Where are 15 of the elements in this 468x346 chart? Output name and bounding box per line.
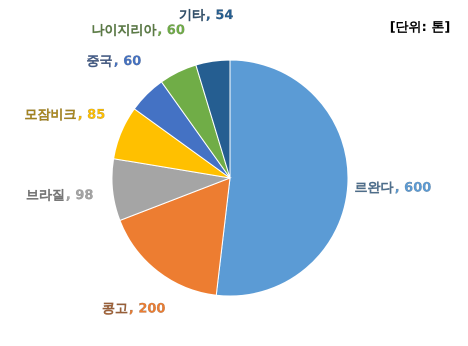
- data-label: , 600: [394, 180, 432, 196]
- data-label: , 60: [114, 54, 142, 69]
- slice-label: 중국: [86, 54, 113, 69]
- data-label: , 98: [66, 188, 94, 203]
- slice-label: 브라질: [26, 188, 65, 203]
- slice-label: 모잠비크: [24, 107, 77, 122]
- data-label: , 85: [78, 107, 106, 122]
- data-label: , 200: [128, 301, 166, 316]
- data-label: , 54: [206, 8, 234, 23]
- slice-label: 기타: [178, 8, 205, 23]
- data-label: , 60: [157, 22, 185, 38]
- text: [단위: 톤]: [390, 20, 450, 35]
- slice-label: 콩고: [102, 301, 128, 316]
- slice-label: 르완다: [354, 180, 394, 196]
- slice-label: 나이지리아: [91, 22, 156, 38]
